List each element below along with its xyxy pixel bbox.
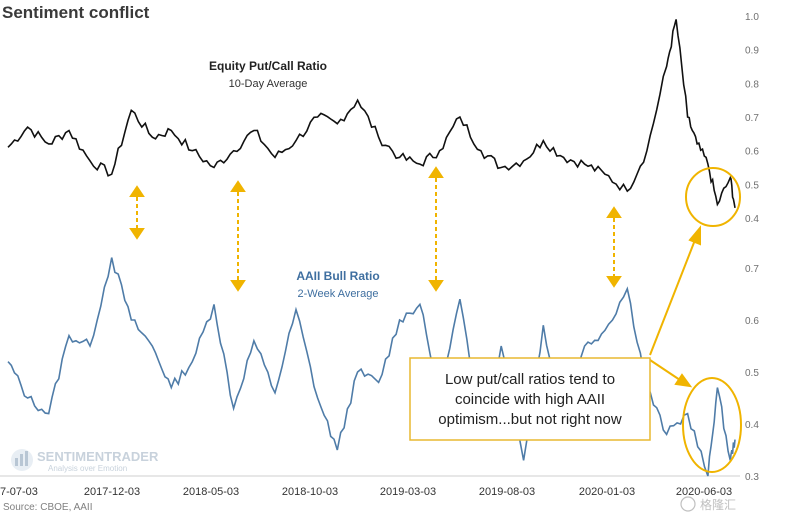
y-tick-label: 0.4 xyxy=(745,420,759,431)
putcall-label: Equity Put/Call Ratio xyxy=(209,59,327,73)
y-tick-label: 0.5 xyxy=(745,180,759,191)
annotation-pointers xyxy=(649,225,701,388)
x-tick-label: 2020-06-03 xyxy=(676,486,732,498)
y-tick-label: 0.6 xyxy=(745,316,759,327)
watermark: 格隆汇 xyxy=(680,496,736,512)
aaii-y-ticks: 0.3 0.4 0.5 0.6 0.7 xyxy=(745,264,759,483)
logo-tagline: Analysis over Emotion xyxy=(48,464,127,473)
y-tick-label: 1.0 xyxy=(745,12,759,23)
y-tick-label: 0.8 xyxy=(745,79,759,90)
x-tick-label: 2020-01-03 xyxy=(579,486,635,498)
y-tick-label: 0.7 xyxy=(745,113,759,124)
y-tick-label: 0.5 xyxy=(745,368,759,379)
arrow-2019 xyxy=(428,166,444,292)
x-tick-label: 2019-08-03 xyxy=(479,486,535,498)
x-tick-label: 2019-03-03 xyxy=(380,486,436,498)
aaii-sublabel: 2-Week Average xyxy=(298,288,379,300)
aaii-label: AAII Bull Ratio xyxy=(296,269,379,283)
highlight-circle-putcall xyxy=(685,167,741,227)
putcall-series-line xyxy=(7,19,736,209)
annotation-box xyxy=(409,357,651,441)
x-tick-label: 2017-12-03 xyxy=(84,486,140,498)
x-tick-labels: 7-07-03 2017-12-03 2018-05-03 2018-10-03 201… xyxy=(0,486,732,498)
x-tick-label: 2018-05-03 xyxy=(183,486,239,498)
comparison-arrows xyxy=(129,166,622,292)
y-tick-label: 0.4 xyxy=(745,214,759,225)
y-tick-label: 0.6 xyxy=(745,147,759,158)
x-tick-label: 7-07-03 xyxy=(0,486,38,498)
annotation-line-3: optimism...but not right now xyxy=(438,411,622,428)
chart-title: Sentiment conflict xyxy=(2,3,150,22)
logo-brand: SENTIMENTRADER xyxy=(37,449,159,464)
putcall-sublabel: 10-Day Average xyxy=(229,78,308,90)
arrow-2018 xyxy=(230,180,246,292)
annotation-line-1: Low put/call ratios tend to xyxy=(445,371,615,388)
arrow-2017 xyxy=(129,185,145,240)
y-tick-label: 0.7 xyxy=(745,264,759,275)
x-tick-label: 2018-10-03 xyxy=(282,486,338,498)
putcall-y-ticks: 0.4 0.5 0.6 0.7 0.8 0.9 1.0 xyxy=(745,12,759,225)
sentimentrader-logo: SENTIMENTRADER Analysis over Emotion xyxy=(11,449,159,473)
y-tick-label: 0.9 xyxy=(745,46,759,57)
source-note: Source: CBOE, AAII xyxy=(3,502,93,513)
watermark-text: 格隆汇 xyxy=(700,497,736,512)
y-tick-label: 0.3 xyxy=(745,472,759,483)
highlight-circle-aaii xyxy=(682,377,742,473)
arrow-2020 xyxy=(606,206,622,288)
annotation-line-2: coincide with high AAII xyxy=(455,391,605,408)
